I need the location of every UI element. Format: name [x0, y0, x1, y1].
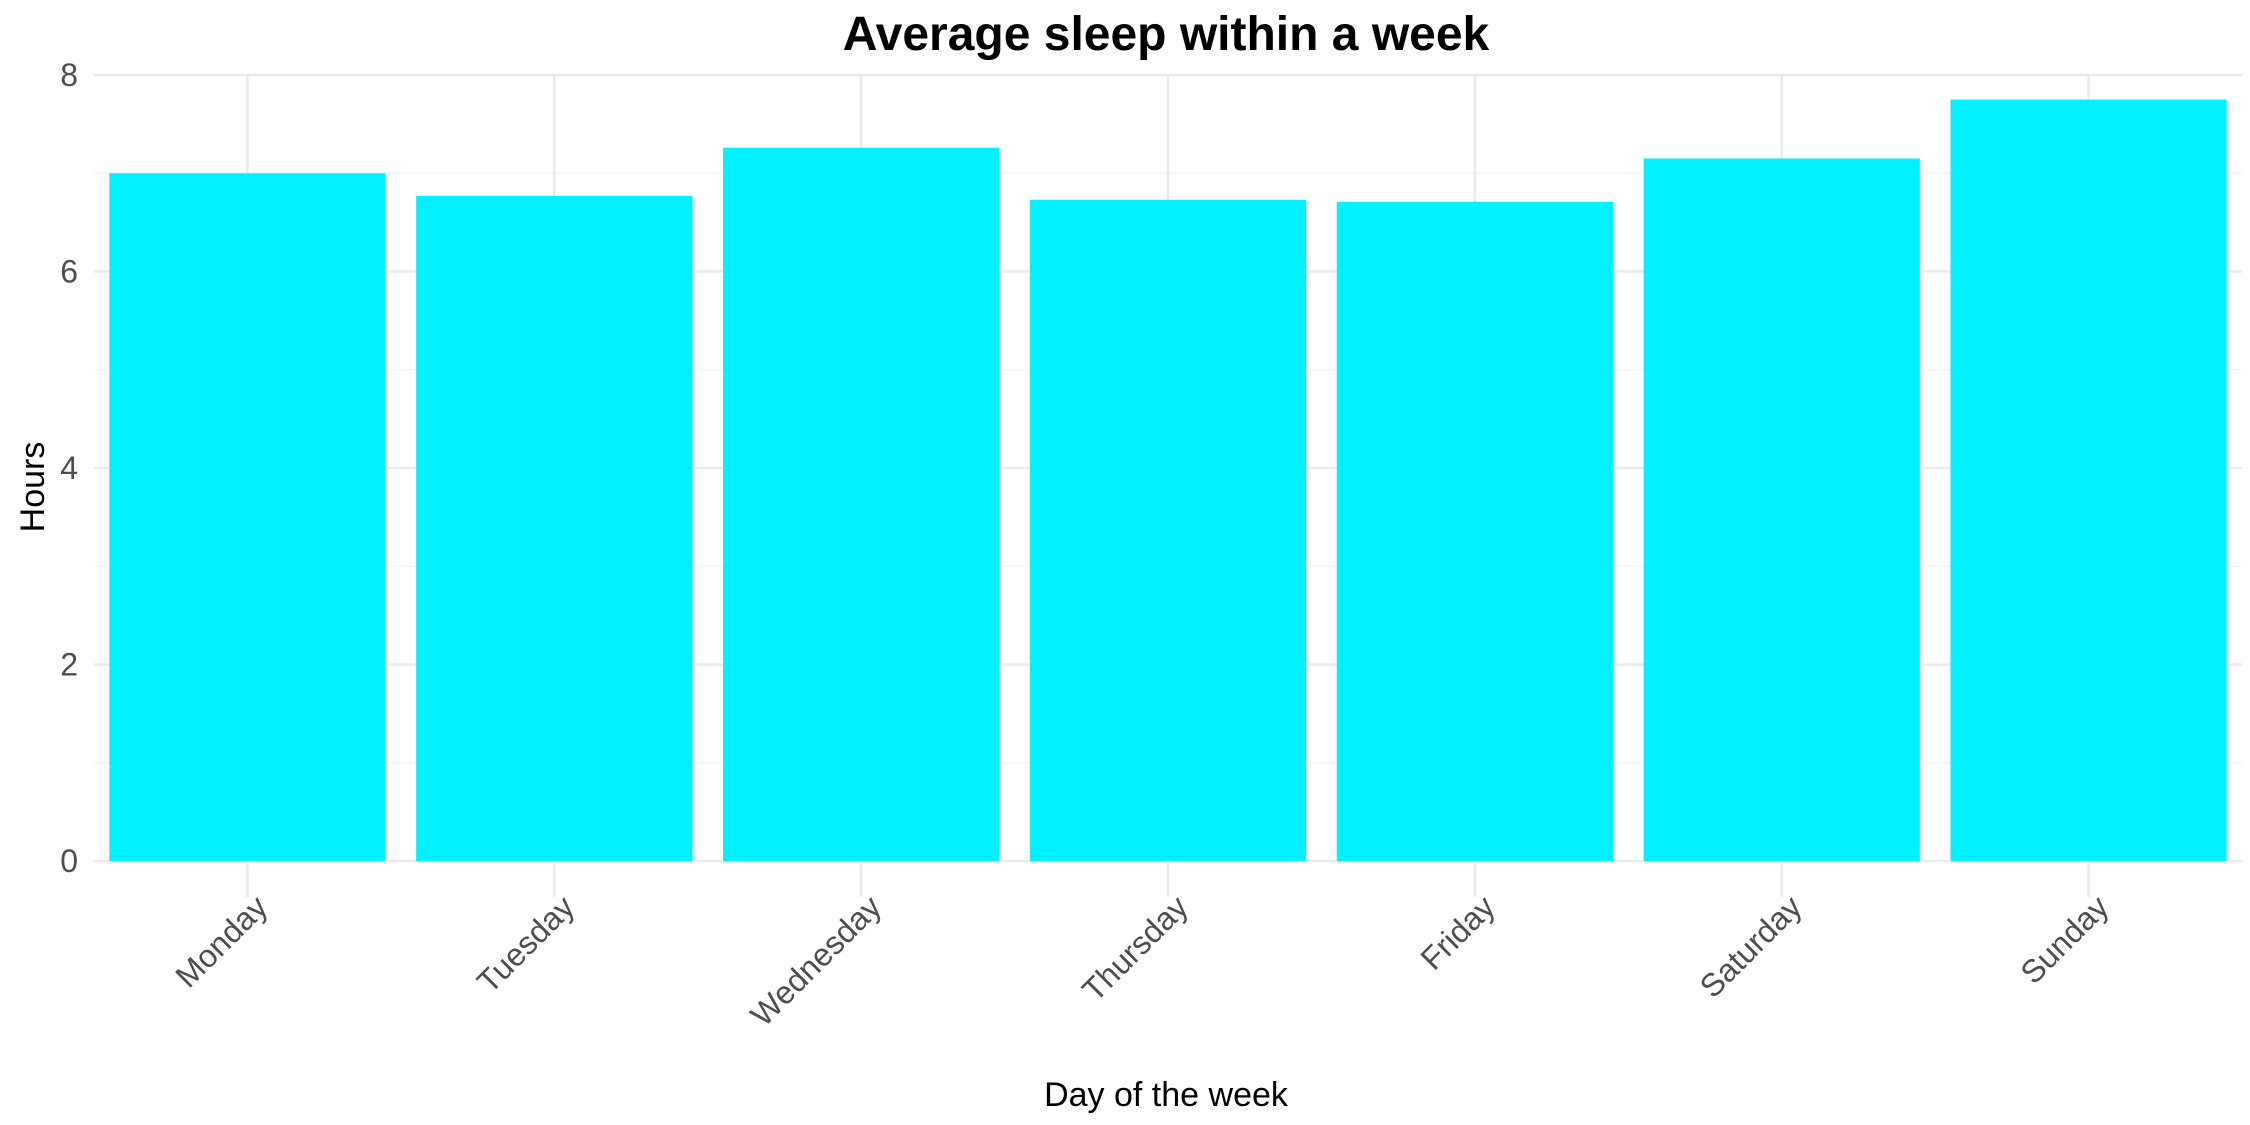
x-tick-label: Monday: [168, 888, 274, 994]
x-tick-label: Sunday: [2013, 888, 2115, 990]
x-axis-title: Day of the week: [1044, 1076, 1289, 1114]
bar-friday: [1336, 201, 1613, 861]
x-tick-label: Wednesday: [744, 888, 889, 1033]
y-tick-label: 6: [60, 254, 78, 290]
x-tick-label: Saturday: [1693, 888, 1809, 1004]
x-tick-label: Tuesday: [470, 888, 581, 999]
bar-saturday: [1643, 158, 1920, 861]
y-tick-label: 0: [60, 843, 78, 879]
x-tick-label: Thursday: [1075, 888, 1195, 1008]
bar-wednesday: [723, 147, 1000, 861]
chart-title: Average sleep within a week: [843, 8, 1490, 61]
y-axis-title: Hours: [14, 442, 52, 533]
x-tick-label: Friday: [1413, 888, 1501, 976]
y-tick-labels: 0 2 4 6 8: [60, 57, 78, 879]
y-tick-label: 2: [60, 647, 78, 683]
bar-tuesday: [416, 195, 693, 861]
bar-thursday: [1029, 199, 1307, 862]
bar-monday: [109, 173, 386, 861]
bar-layer: [109, 99, 2227, 862]
y-tick-label: 4: [60, 450, 78, 486]
bar-sunday: [1950, 99, 2227, 861]
x-tick-labels: Monday Tuesday Wednesday Thursday Friday Satu…: [168, 888, 2115, 1033]
y-tick-label: 8: [60, 57, 78, 93]
